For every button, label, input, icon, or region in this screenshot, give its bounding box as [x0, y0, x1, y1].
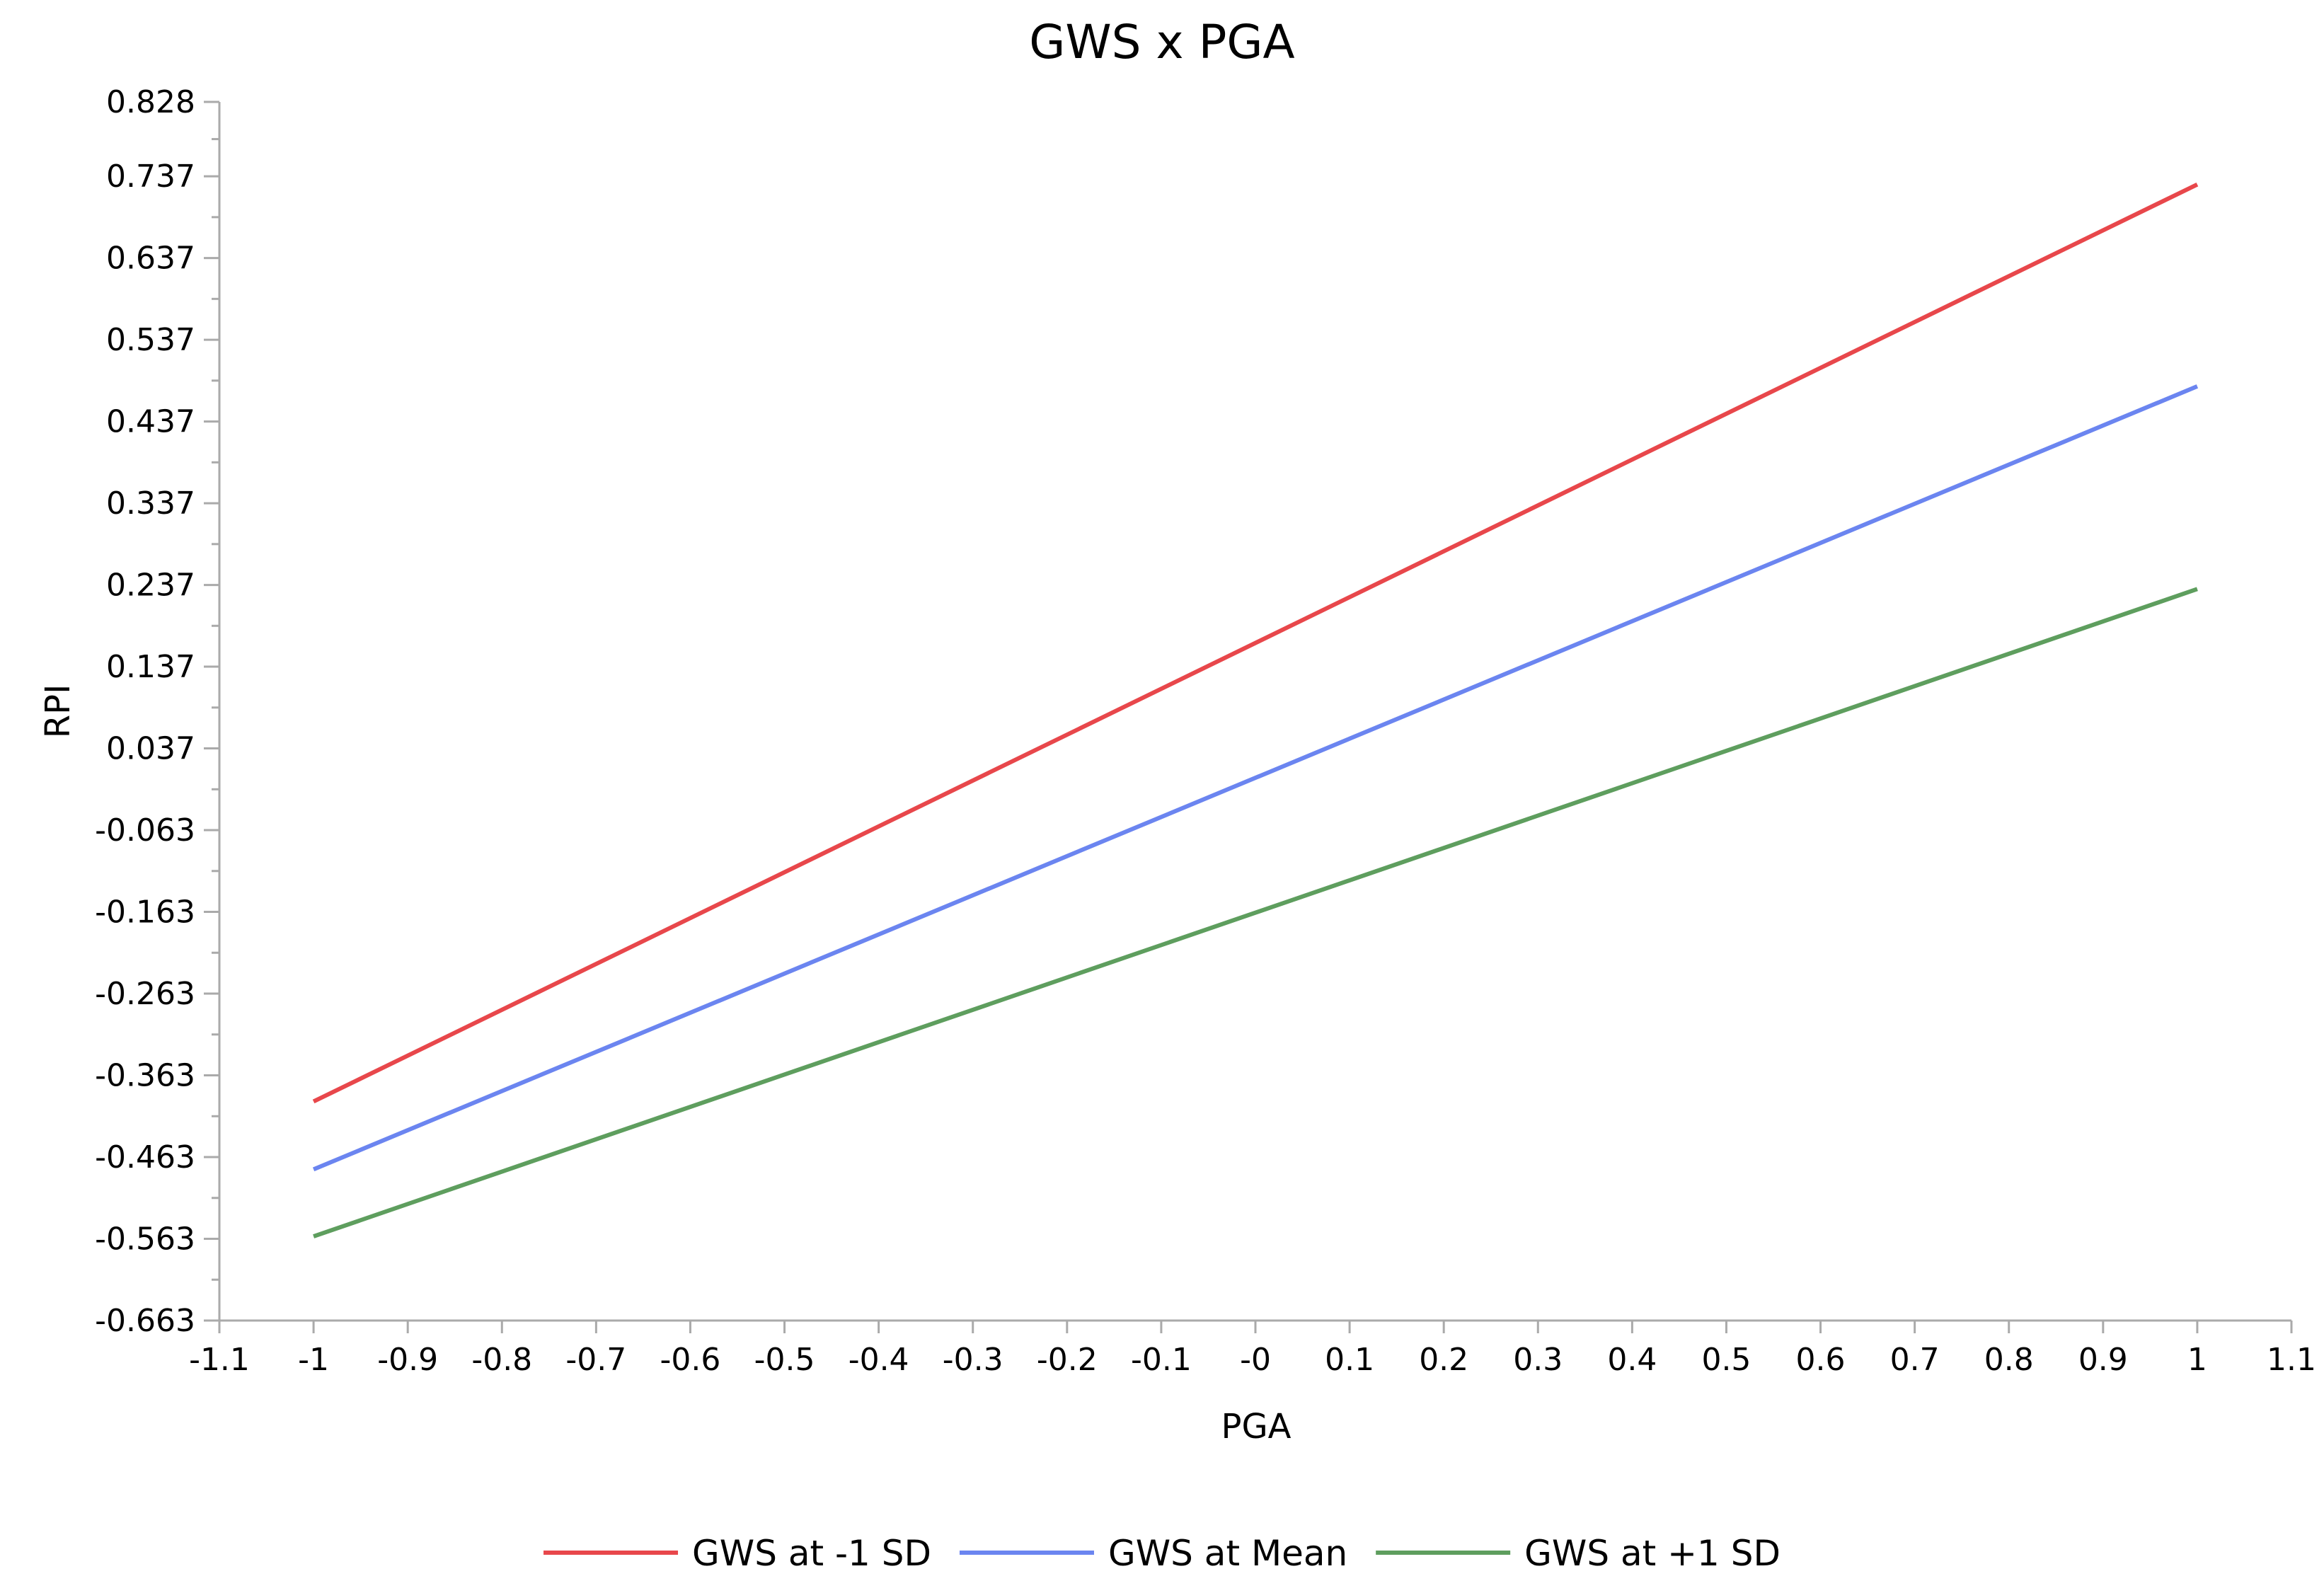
- x-tick-label: -0.5: [754, 1342, 815, 1378]
- y-tick-label: 0.637: [106, 241, 195, 277]
- x-tick-label: -0.9: [377, 1342, 438, 1378]
- x-tick-label: 0.4: [1607, 1342, 1657, 1378]
- x-tick-label: 0.7: [1890, 1342, 1940, 1378]
- legend-item-3: GWS at +1 SD: [1376, 1533, 1781, 1574]
- x-tick-label: 0.1: [1325, 1342, 1374, 1378]
- x-tick-label: -0.2: [1037, 1342, 1098, 1378]
- y-tick-label: -0.563: [95, 1221, 195, 1258]
- y-tick-label: 0.537: [106, 322, 195, 358]
- y-tick-label: 0.037: [106, 731, 195, 767]
- x-tick-label: -1.1: [189, 1342, 250, 1378]
- y-tick-label: -0.263: [95, 976, 195, 1012]
- x-tick-label: 0.6: [1796, 1342, 1846, 1378]
- legend-label: GWS at Mean: [1108, 1533, 1347, 1574]
- x-tick-label: -0.4: [849, 1342, 909, 1378]
- x-tick-label: 0.2: [1419, 1342, 1468, 1378]
- y-tick-label: 0.437: [106, 404, 195, 440]
- y-tick-label: 0.828: [106, 84, 195, 120]
- series-line-1: [312, 182, 2199, 1104]
- legend-item-1: GWS at -1 SD: [543, 1533, 931, 1574]
- x-tick-label: 0.3: [1513, 1342, 1563, 1378]
- legend-item-2: GWS at Mean: [959, 1533, 1347, 1574]
- y-tick-label: 0.237: [106, 568, 195, 604]
- y-tick-label: 0.337: [106, 485, 195, 522]
- y-axis: 0.828 0.737 0.637 0.537 0.437 0.337 0.237 0.137…: [95, 84, 221, 1339]
- y-tick-label: -0.463: [95, 1139, 195, 1175]
- x-tick-label: 1.1: [2267, 1342, 2316, 1378]
- x-axis-title: PGA: [1221, 1407, 1292, 1447]
- x-tick-label: -0.7: [565, 1342, 626, 1378]
- series-line-2: [312, 384, 2199, 1172]
- x-tick-label: -0.6: [660, 1342, 721, 1378]
- x-tick-label: 0.8: [1984, 1342, 2034, 1378]
- y-tick-label: -0.063: [95, 812, 195, 849]
- y-tick-label: 0.737: [106, 159, 195, 195]
- x-tick-label: -0.3: [943, 1342, 1003, 1378]
- series-line-3: [313, 587, 2198, 1238]
- y-axis-title: RPI: [38, 684, 78, 738]
- x-tick-label: -1: [298, 1342, 329, 1378]
- x-tick-label: 0.5: [1701, 1342, 1751, 1378]
- x-axis: -1.1 -1 -0.9 -0.8 -0.7 -0.6 -0.5 -0.4 -0.3 -0.2 -0…: [189, 1319, 2316, 1378]
- legend-label: GWS at +1 SD: [1524, 1533, 1781, 1574]
- series-group: [312, 182, 2199, 1238]
- x-tick-label: -0: [1240, 1342, 1271, 1378]
- y-tick-label: -0.663: [95, 1303, 195, 1339]
- x-tick-label: -0.8: [471, 1342, 532, 1378]
- y-tick-label: -0.363: [95, 1058, 195, 1094]
- y-tick-label: -0.163: [95, 895, 195, 931]
- x-tick-label: 0.9: [2078, 1342, 2128, 1378]
- x-tick-label: 1: [2187, 1342, 2207, 1378]
- legend: GWS at -1 SD GWS at Mean GWS at +1 SD: [543, 1533, 1781, 1574]
- legend-label: GWS at -1 SD: [692, 1533, 931, 1574]
- y-tick-label: 0.137: [106, 649, 195, 685]
- x-tick-label: -0.1: [1131, 1342, 1192, 1378]
- chart-title: GWS x PGA: [1029, 15, 1294, 69]
